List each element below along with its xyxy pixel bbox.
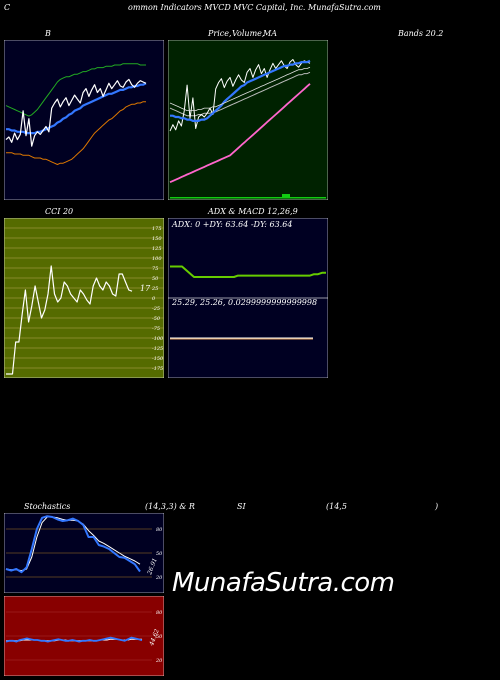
- bollinger-upper-line: [5, 63, 146, 117]
- bands-title: Bands 20.2: [398, 29, 444, 38]
- bollinger-middle-line: [6, 82, 147, 135]
- cci-tick-label: 150: [152, 236, 162, 242]
- stoch-tick-label: 80: [156, 527, 163, 533]
- stoch-tick-label: 20: [155, 575, 163, 581]
- cci-tick-label: 100: [152, 256, 162, 262]
- cci-tick-label: -50: [152, 316, 161, 322]
- volume-title: Volume,: [232, 29, 265, 38]
- stoch-title: Stochastics: [24, 502, 71, 511]
- stoch-params: (14,3,3) & R: [145, 502, 195, 511]
- cci-line: [6, 265, 133, 375]
- watermark: MunafaSutra.com: [172, 568, 395, 598]
- cci-tick-label: -125: [152, 346, 163, 352]
- header-c: C: [4, 3, 11, 12]
- rsi-params: (14,5: [326, 502, 347, 511]
- volume-bar: [282, 194, 290, 198]
- ma-long-line: [169, 71, 311, 117]
- adx-values-label: ADX: 0 +DY: 63.64 -DY: 63.64: [171, 220, 292, 229]
- price-line: [169, 59, 311, 132]
- cci-title: CCI 20: [45, 207, 74, 216]
- price-title: Price,: [208, 29, 232, 38]
- bollinger-chart: [4, 40, 164, 200]
- rsi-title: SI: [237, 502, 246, 511]
- stoch-d-line: [5, 516, 141, 572]
- cci-tick-label: 50: [152, 276, 159, 282]
- cci-tick-label: 125: [152, 246, 162, 252]
- rsi-tick-label: 80: [156, 610, 163, 616]
- rsi-tick-label: 20: [155, 658, 163, 664]
- cci-tick-label: -75: [152, 326, 160, 332]
- bollinger-title: B: [45, 29, 51, 38]
- ma-mid-line: [169, 66, 311, 111]
- cci-tick-label: 0: [152, 296, 156, 302]
- adx-macd-title: ADX & MACD 12,26,9: [208, 207, 298, 216]
- cci-tick-label: -150: [152, 356, 164, 362]
- ma-title: MA: [263, 29, 277, 38]
- ma-pink-line: [169, 83, 311, 184]
- adx-chart: ADX: 0 +DY: 63.64 -DY: 63.64: [168, 218, 328, 298]
- page-title: ommon Indicators MVCD MVC Capital, Inc. …: [128, 3, 381, 12]
- bollinger-price-line: [5, 78, 147, 147]
- ma-short-line: [170, 59, 311, 123]
- bollinger-lower-line: [6, 101, 146, 165]
- price-ma-chart: [168, 40, 328, 200]
- adx-line: [170, 265, 326, 278]
- cci-tick-label: -25: [152, 306, 160, 312]
- cci-tick-label: 25: [151, 286, 158, 292]
- cci-tick-label: 175: [152, 226, 162, 232]
- volume-baseline: [170, 197, 326, 199]
- cci-value-label: 17: [140, 284, 151, 293]
- cci-tick-label: -100: [152, 336, 164, 342]
- cci-tick-label: -175: [152, 366, 163, 372]
- rsi-params-close: ): [435, 502, 439, 511]
- stoch-k-line: [5, 515, 141, 574]
- macd-chart: 25.29, 25.26, 0.0299999999999998: [168, 298, 328, 378]
- cci-tick-label: 75: [152, 266, 158, 272]
- rsi-tick-label: 50: [156, 634, 163, 640]
- stoch-tick-label: 50: [156, 551, 163, 557]
- macd-values-label: 25.29, 25.26, 0.0299999999999998: [171, 298, 317, 307]
- cci-chart: 175 150 125 100 75 50 25 0 -25 -50 -75 -100 -125 -150…: [4, 218, 164, 378]
- rsi-line: [5, 636, 143, 643]
